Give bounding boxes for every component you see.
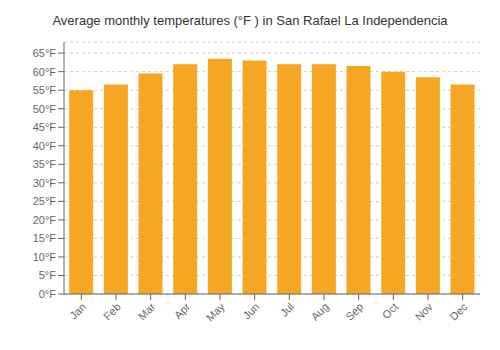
svg-text:5°F: 5°F (39, 269, 57, 281)
svg-text:Oct: Oct (380, 300, 401, 321)
svg-text:Mar: Mar (136, 300, 158, 322)
svg-text:65°F: 65°F (33, 47, 57, 59)
svg-text:Apr: Apr (172, 300, 193, 321)
svg-text:45°F: 45°F (33, 121, 57, 133)
svg-text:Sep: Sep (343, 300, 365, 322)
svg-text:Jan: Jan (67, 300, 88, 321)
svg-text:50°F: 50°F (33, 103, 57, 115)
svg-text:30°F: 30°F (33, 177, 57, 189)
svg-text:Jul: Jul (278, 300, 296, 318)
html-text:Average monthly temperatures (: Average monthly temperatures (°F ) in Sa… (52, 13, 448, 28)
svg-text:0°F: 0°F (39, 288, 57, 300)
svg-text:Feb: Feb (101, 300, 123, 322)
svg-text:40°F: 40°F (33, 140, 57, 152)
svg-text:May: May (204, 300, 228, 324)
svg-text:20°F: 20°F (33, 214, 57, 226)
svg-text:Jun: Jun (241, 300, 262, 321)
svg-text:Aug: Aug (309, 300, 331, 322)
svg-text:55°F: 55°F (33, 84, 57, 96)
svg-text:10°F: 10°F (33, 251, 57, 263)
svg-text:25°F: 25°F (33, 195, 57, 207)
svg-text:15°F: 15°F (33, 232, 57, 244)
svg-text:60°F: 60°F (33, 66, 57, 78)
svg-text:Dec: Dec (447, 300, 470, 323)
svg-text:Nov: Nov (413, 300, 436, 323)
svg-text:35°F: 35°F (33, 158, 57, 170)
